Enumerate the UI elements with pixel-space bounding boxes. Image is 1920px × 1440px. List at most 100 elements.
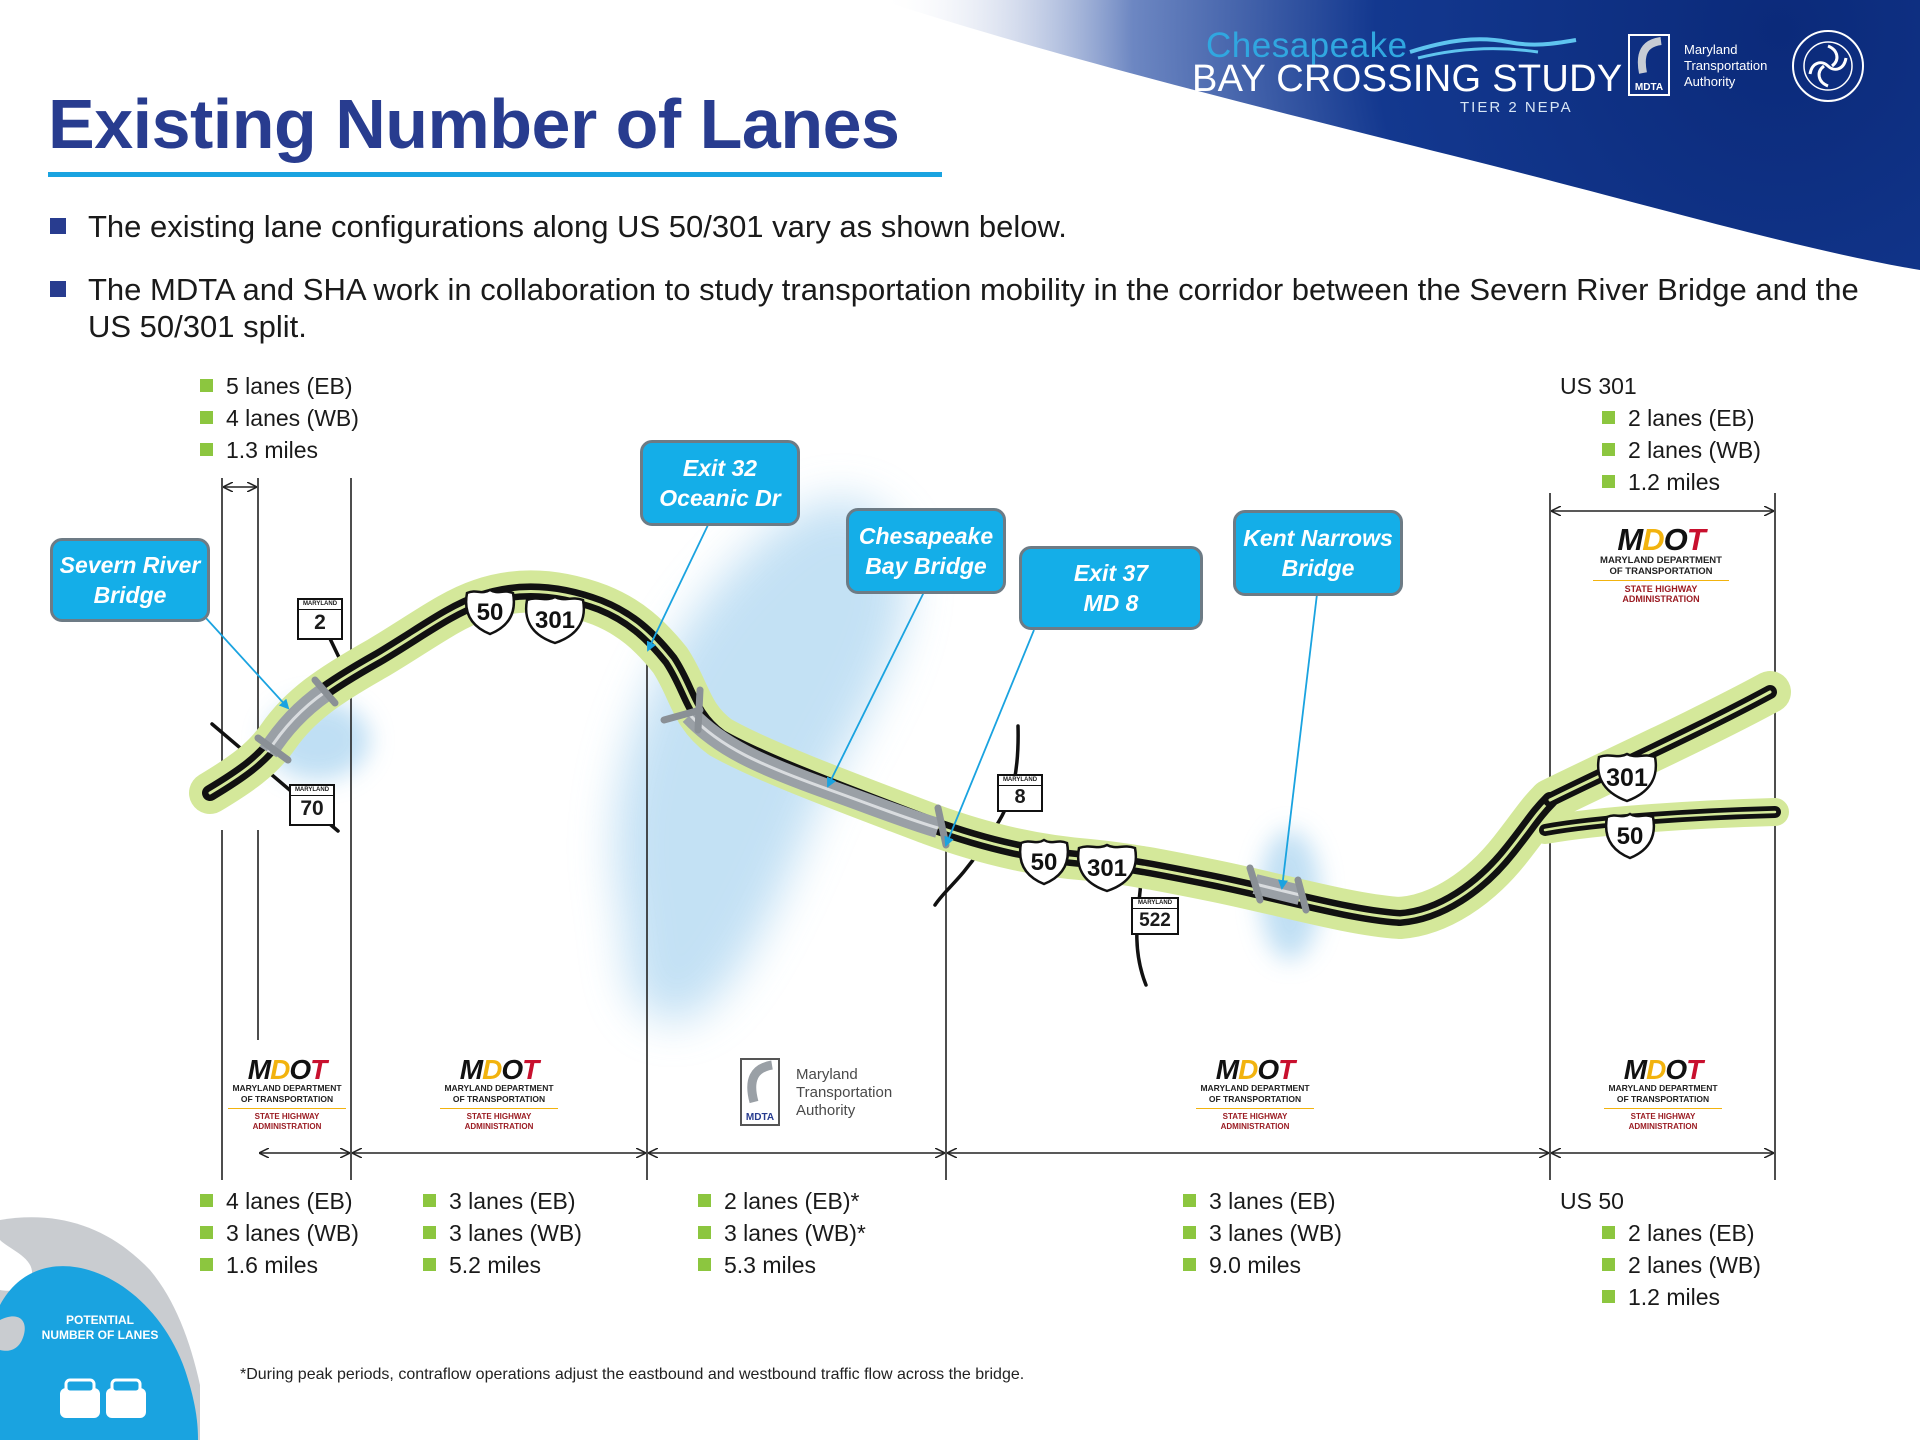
mdot-line2: OF TRANSPORTATION <box>452 1094 546 1104</box>
mdot-sha-logo: MDOT MARYLAND DEPARTMENT OF TRANSPORTATIO… <box>1598 1056 1728 1132</box>
mdot-line4: ADMINISTRATION <box>252 1122 322 1131</box>
stat-row: 2 lanes (WB) <box>1602 434 1761 466</box>
stats-segment-1: 4 lanes (EB) 3 lanes (WB) 1.6 miles <box>200 1185 359 1281</box>
stat-row: 2 lanes (EB) <box>1602 402 1761 434</box>
stat-row: 2 lanes (EB) <box>1602 1217 1761 1249</box>
md70-marker: MARYLAND 70 <box>289 784 335 826</box>
us301-shield-a: 301 <box>524 595 586 645</box>
authority-text: Maryland Transportation Authority <box>1684 42 1767 90</box>
mdot-line4: ADMINISTRATION <box>464 1122 534 1131</box>
mdot-line2: OF TRANSPORTATION <box>1208 1094 1302 1104</box>
mdot-line1: MARYLAND DEPARTMENT <box>1200 1083 1310 1093</box>
authority-line2: Transportation <box>1684 58 1768 73</box>
mdta-logo-text: Maryland Transportation Authority <box>796 1066 892 1120</box>
mdot-line1: MARYLAND DEPARTMENT <box>232 1083 342 1093</box>
stat-row: 3 lanes (EB) <box>1183 1185 1342 1217</box>
mdta-logo-icon <box>747 1060 774 1104</box>
md522-marker-number: 522 <box>1139 910 1171 931</box>
stat-head-us50: US 50 <box>1560 1188 1624 1214</box>
potential-lanes-badge[interactable] <box>0 1210 220 1440</box>
bullet-2: The MDTA and SHA work in collaboration t… <box>50 271 1880 345</box>
stats-segment-5: US 50 2 lanes (EB) 2 lanes (WB) 1.2 mile… <box>1560 1185 1761 1313</box>
us50-shield-c-number: 50 <box>1617 823 1644 850</box>
mdot-line2: OF TRANSPORTATION <box>1609 566 1713 577</box>
callout-bay-line1: Chesapeake <box>858 523 994 549</box>
usdot-seal-icon <box>1792 30 1864 102</box>
bullet-1: The existing lane configurations along U… <box>50 208 1850 245</box>
callout-pointers <box>204 524 1318 890</box>
mdta-badge-text: MDTA <box>1634 82 1664 93</box>
mdot-line3: STATE HIGHWAY <box>1222 1112 1288 1121</box>
stat-row: 1.6 miles <box>200 1249 359 1281</box>
authority-line1: Maryland <box>1684 42 1738 57</box>
md8-marker-label: MARYLAND <box>999 776 1041 786</box>
potential-lanes-label: POTENTIAL NUMBER OF LANES <box>30 1313 170 1343</box>
mdot-line3: STATE HIGHWAY <box>1630 1112 1696 1121</box>
callout-exit-37: Exit 37 MD 8 <box>1019 546 1203 630</box>
badge-line2: NUMBER OF LANES <box>41 1328 159 1342</box>
mdot-line2: OF TRANSPORTATION <box>240 1094 334 1104</box>
mdot-line3: STATE HIGHWAY <box>254 1112 320 1121</box>
mdta-line2: Transportation <box>796 1084 893 1101</box>
md70-marker-number: 70 <box>300 797 324 820</box>
page-title: Existing Number of Lanes <box>48 85 900 163</box>
callout-kent-narrows-bridge: Kent Narrows Bridge <box>1233 510 1403 596</box>
mdot-line1: MARYLAND DEPARTMENT <box>1608 1083 1718 1093</box>
stat-row: 2 lanes (EB)* <box>698 1185 866 1217</box>
md2-marker-number: 2 <box>314 611 326 634</box>
md8-marker: MARYLAND 8 <box>997 774 1043 812</box>
stat-row: 5.2 miles <box>423 1249 582 1281</box>
stat-row: 1.3 miles <box>200 434 359 466</box>
stat-row: 3 lanes (WB) <box>423 1217 582 1249</box>
callout-exit32-line2: Oceanic Dr <box>659 485 781 511</box>
us50-301-corridor <box>189 570 1791 939</box>
us50-shield-a-number: 50 <box>477 599 504 626</box>
us301-shield-a-number: 301 <box>535 607 575 634</box>
stat-row: 4 lanes (WB) <box>200 402 359 434</box>
mdot-sha-logo: MDOT MARYLAND DEPARTMENT OF TRANSPORTATIO… <box>1190 1056 1320 1132</box>
stat-row: 3 lanes (EB) <box>423 1185 582 1217</box>
cars-icon <box>60 1378 146 1418</box>
mdot-line4: ADMINISTRATION <box>1628 1122 1698 1131</box>
md8-marker-number: 8 <box>1014 786 1026 808</box>
mdta-logo-badge: MDTA <box>745 1112 775 1123</box>
mdta-line3: Authority <box>796 1102 856 1119</box>
mdot-line3: STATE HIGHWAY <box>466 1112 532 1121</box>
stat-row: 4 lanes (EB) <box>200 1185 359 1217</box>
callout-exit-32: Exit 32 Oceanic Dr <box>640 440 800 526</box>
callout-exit37-line1: Exit 37 <box>1073 560 1149 586</box>
callout-kent-line1: Kent Narrows <box>1243 525 1393 551</box>
stat-head-us301: US 301 <box>1560 373 1637 399</box>
stats-segment-3: 2 lanes (EB)* 3 lanes (WB)* 5.3 miles <box>698 1185 866 1281</box>
mdot-line4: ADMINISTRATION <box>1622 594 1700 604</box>
dimension-arrows <box>224 487 1773 1153</box>
stat-row: 5 lanes (EB) <box>200 370 359 402</box>
stats-segment-4: 3 lanes (EB) 3 lanes (WB) 9.0 miles <box>1183 1185 1342 1281</box>
us50-shield-c: 50 <box>1604 812 1656 860</box>
bullet-2-text: The MDTA and SHA work in collaboration t… <box>88 272 1859 344</box>
title-underline <box>48 172 942 177</box>
stat-row: 5.3 miles <box>698 1249 866 1281</box>
us50-shield-a: 50 <box>464 588 516 636</box>
stats-segment-2: 3 lanes (EB) 3 lanes (WB) 5.2 miles <box>423 1185 582 1281</box>
md2-marker-label: MARYLAND <box>299 600 341 610</box>
mdta-logo: MDTA <box>740 1058 780 1126</box>
callout-kent-line2: Bridge <box>1281 555 1355 581</box>
brand-chesapeake: Chesapeake <box>1206 26 1408 65</box>
brand-bay-crossing-study: BAY CROSSING STUDY <box>1192 58 1623 100</box>
bullet-square-icon <box>50 218 66 234</box>
stat-row: 3 lanes (WB) <box>1183 1217 1342 1249</box>
brand-tier2: TIER 2 NEPA <box>1460 99 1573 116</box>
stats-top-right: US 301 2 lanes (EB) 2 lanes (WB) 1.2 mil… <box>1560 370 1761 498</box>
us301-shield-c: 301 <box>1596 752 1658 803</box>
us301-shield-b-number: 301 <box>1087 855 1127 882</box>
mdot-sha-logo: MDOT MARYLAND DEPARTMENT OF TRANSPORTATIO… <box>1587 524 1735 604</box>
callout-severn-river-bridge: Severn River Bridge <box>50 538 210 622</box>
callout-exit32-line1: Exit 32 <box>682 455 758 481</box>
stat-row: 3 lanes (WB)* <box>698 1217 866 1249</box>
bridge-wave-icon <box>1409 37 1577 60</box>
authority-line3: Authority <box>1684 74 1736 89</box>
callout-severn-line1: Severn River <box>59 552 201 578</box>
